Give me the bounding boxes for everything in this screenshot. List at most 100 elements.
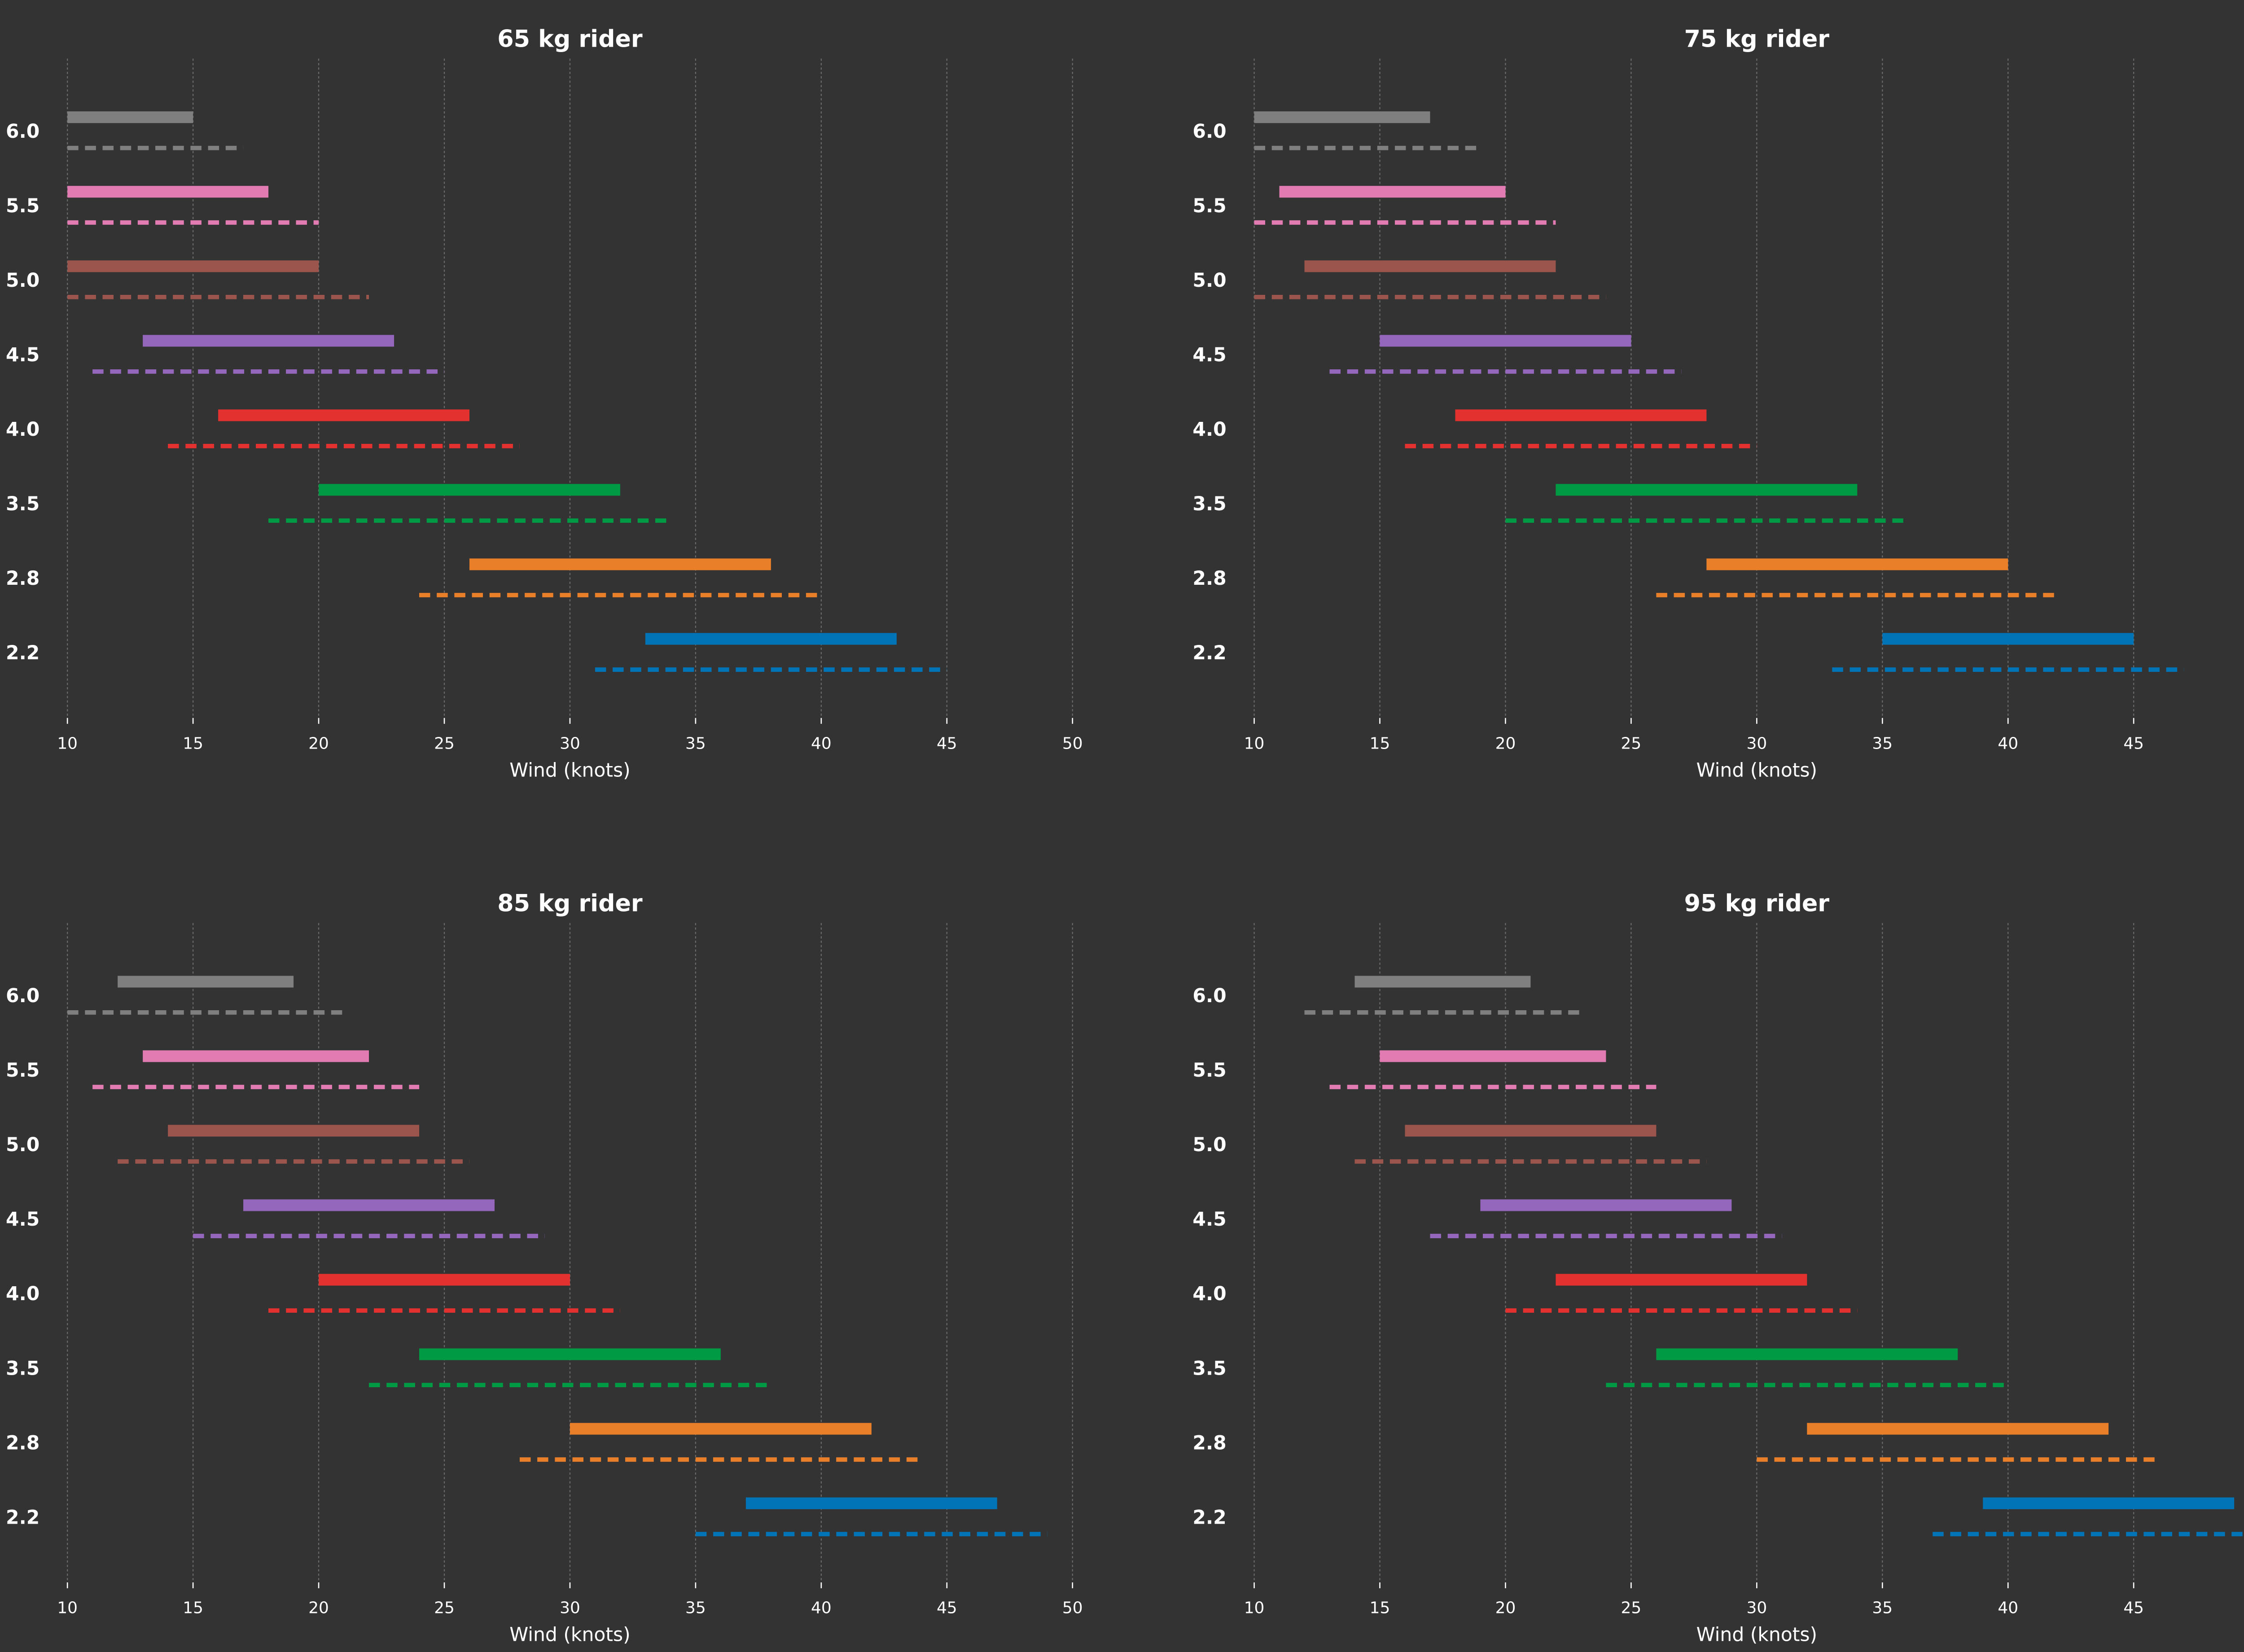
x-tick-label: 30 (560, 1599, 580, 1617)
y-tick-label: 3.5 (1192, 1358, 1226, 1380)
y-tick-label: 5.0 (1192, 270, 1226, 292)
solid-range-bar (1405, 1125, 1657, 1137)
x-tick-label: 40 (811, 734, 832, 753)
solid-range-bar (118, 976, 294, 988)
x-tick-label: 20 (308, 1599, 329, 1617)
bars (1254, 111, 2184, 672)
solid-range-bar (319, 1274, 570, 1286)
solid-range-bar (143, 335, 394, 347)
y-tick-label: 3.5 (6, 493, 39, 515)
x-tick-label: 40 (1998, 1599, 2018, 1617)
y-tick-label: 2.2 (1192, 1507, 1226, 1529)
y-tick-label: 6.0 (1192, 121, 1226, 143)
solid-range-bar (1279, 186, 1506, 198)
solid-range-bar (1455, 409, 1707, 421)
solid-range-bar (1882, 633, 2134, 645)
subplot-0: 10 15 20 25 30 35 40 45 50 65 kg rider Wind (knots… (6, 26, 1083, 782)
y-tick-label: 2.8 (1192, 568, 1226, 590)
x-tick-label: 30 (1746, 734, 1767, 753)
solid-range-bar (419, 1348, 721, 1360)
y-tick-label: 2.8 (6, 568, 39, 590)
y-tick-label: 5.5 (6, 1060, 39, 1082)
y-tick-label: 2.2 (6, 642, 39, 664)
solid-range-bar (1983, 1497, 2235, 1509)
solid-range-bar (1556, 1274, 1807, 1286)
y-tick-label: 4.0 (1192, 1283, 1226, 1305)
solid-range-bar (570, 1423, 872, 1435)
solid-range-bar (1807, 1423, 2109, 1435)
x-tick-label: 20 (308, 734, 329, 753)
bars (1304, 976, 2244, 1537)
y-tick-label: 5.5 (1192, 1060, 1226, 1082)
solid-range-bar (67, 111, 193, 123)
solid-range-bar (745, 1497, 997, 1509)
x-tick-label: 20 (1495, 1599, 1516, 1617)
subplot-title: 95 kg rider (1684, 890, 1830, 917)
y-tick-label: 2.8 (1192, 1432, 1226, 1454)
x-tick-label: 25 (1621, 734, 1642, 753)
y-tick-label: 5.0 (6, 1134, 39, 1156)
solid-range-bar (469, 558, 771, 570)
subplot-title: 65 kg rider (497, 26, 643, 53)
x-tick-label: 45 (2123, 1599, 2144, 1617)
solid-range-bar (1304, 260, 1556, 272)
x-axis-label: Wind (knots) (1696, 759, 1817, 781)
x-tick-label: 45 (2123, 734, 2144, 753)
solid-range-bar (143, 1050, 369, 1062)
x-tick-label: 40 (1998, 734, 2018, 753)
x-tick-label: 35 (1872, 1599, 1893, 1617)
x-tick-label: 15 (183, 1599, 203, 1617)
x-tick-label: 30 (560, 734, 580, 753)
y-tick-label: 2.2 (6, 1507, 39, 1529)
solid-range-bar (1656, 1348, 1958, 1360)
solid-range-bar (1380, 1050, 1606, 1062)
y-tick-label: 2.2 (1192, 642, 1226, 664)
solid-range-bar (218, 409, 469, 421)
subplot-title: 75 kg rider (1684, 26, 1830, 53)
y-tick-label: 5.0 (6, 270, 39, 292)
y-tick-label: 2.8 (6, 1432, 39, 1454)
x-tick-label: 20 (1495, 734, 1516, 753)
x-tick-label: 35 (685, 734, 706, 753)
x-tick-label: 40 (811, 1599, 832, 1617)
x-tick-label: 10 (57, 734, 78, 753)
solid-range-bar (1380, 335, 1631, 347)
x-tick-label: 15 (1370, 734, 1390, 753)
x-tick-label: 50 (1062, 1599, 1083, 1617)
solid-range-bar (319, 484, 620, 496)
x-tick-label: 45 (937, 1599, 957, 1617)
x-tick-label: 50 (1062, 734, 1083, 753)
x-tick-label: 30 (1746, 1599, 1767, 1617)
solid-range-bar (243, 1199, 495, 1211)
subplot-2: 10 15 20 25 30 35 40 45 50 85 kg rider Wind (knots… (6, 890, 1083, 1646)
y-tick-label: 6.0 (6, 121, 39, 143)
solid-range-bar (1354, 976, 1531, 988)
y-tick-label: 4.0 (6, 1283, 39, 1305)
y-tick-label: 4.5 (6, 344, 39, 366)
x-axis-label: Wind (knots) (509, 1624, 630, 1646)
y-tick-label: 4.0 (6, 419, 39, 441)
subplot-title: 85 kg rider (497, 890, 643, 917)
x-tick-label: 35 (1872, 734, 1893, 753)
solid-range-bar (645, 633, 897, 645)
y-tick-label: 4.5 (1192, 344, 1226, 366)
x-tick-label: 10 (57, 1599, 78, 1617)
y-tick-label: 3.5 (1192, 493, 1226, 515)
x-tick-label: 15 (1370, 1599, 1390, 1617)
solid-range-bar (168, 1125, 420, 1137)
x-tick-label: 10 (1244, 734, 1265, 753)
solid-range-bar (1706, 558, 2008, 570)
y-tick-label: 4.5 (6, 1209, 39, 1231)
solid-range-bar (1480, 1199, 1732, 1211)
y-tick-label: 5.5 (6, 195, 39, 217)
y-tick-label: 6.0 (6, 985, 39, 1007)
x-tick-label: 10 (1244, 1599, 1265, 1617)
y-tick-label: 4.5 (1192, 1209, 1226, 1231)
solid-range-bar (1556, 484, 1858, 496)
x-axis-label: Wind (knots) (509, 759, 630, 781)
x-axis-label: Wind (knots) (1696, 1624, 1817, 1646)
solid-range-bar (67, 186, 269, 198)
y-tick-label: 6.0 (1192, 985, 1226, 1007)
